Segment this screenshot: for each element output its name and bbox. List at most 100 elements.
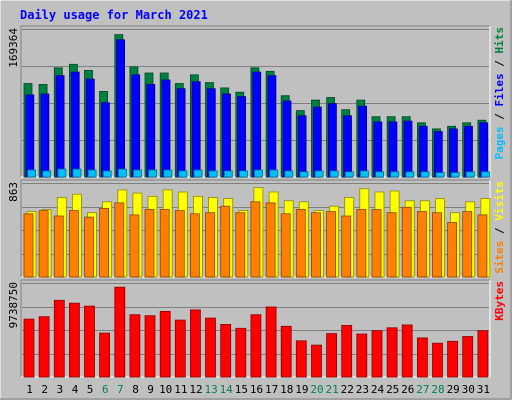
bar-kbytes-day-3 <box>53 299 65 378</box>
bar-kbytes-day-6 <box>99 332 110 378</box>
bar-pages-day-16 <box>254 169 263 178</box>
bar-pages-day-23 <box>359 170 369 178</box>
x-tick-label-day-4: 4 <box>72 383 79 396</box>
bar-kbytes-day-31 <box>477 330 489 378</box>
bar-kbytes-day-25 <box>386 327 398 378</box>
legend-kbytes: KBytes <box>493 281 506 321</box>
bar-kbytes-day-1 <box>23 318 35 378</box>
x-tick-label-day-26: 26 <box>401 383 414 396</box>
bar-sites-day-6 <box>99 207 109 278</box>
bar-kbytes-day-5 <box>84 305 95 378</box>
x-tick-label-day-8: 8 <box>132 383 139 396</box>
x-tick-label-day-27: 27 <box>416 383 429 396</box>
bar-kbytes-day-28 <box>432 342 443 378</box>
x-tick-label-day-16: 16 <box>250 383 263 396</box>
legend-separator: / <box>493 54 506 74</box>
bar-files-day-17 <box>267 75 277 178</box>
bar-kbytes-day-9 <box>144 315 156 378</box>
x-tick-label-day-29: 29 <box>447 383 460 396</box>
bar-files-day-16 <box>252 71 262 178</box>
bar-files-day-28 <box>433 131 443 178</box>
x-tick-label-day-7: 7 <box>117 383 124 396</box>
bar-pages-day-19 <box>299 171 309 178</box>
bar-files-day-20 <box>312 106 322 178</box>
bar-kbytes-day-20 <box>311 344 322 378</box>
bar-files-day-18 <box>282 100 292 178</box>
bar-sites-day-25 <box>386 212 397 278</box>
bar-pages-day-5 <box>87 169 97 178</box>
bar-sites-day-31 <box>477 214 488 278</box>
bar-sites-day-5 <box>84 216 94 278</box>
bar-sites-day-22 <box>341 215 352 278</box>
x-tick-label-day-25: 25 <box>386 383 399 396</box>
panel-kbytes-y-max-label: 9738750 <box>7 282 20 328</box>
bar-kbytes-day-30 <box>462 336 474 378</box>
bar-files-day-3 <box>55 75 65 178</box>
bar-pages-day-20 <box>314 170 324 178</box>
chart-title: Daily usage for March 2021 <box>20 8 208 22</box>
x-tick-label-day-14: 14 <box>220 383 234 396</box>
bar-pages-day-17 <box>269 169 279 178</box>
x-tick-label-day-10: 10 <box>159 383 172 396</box>
bar-pages-day-26 <box>405 171 415 178</box>
bar-files-day-26 <box>403 120 413 178</box>
bar-kbytes-day-13 <box>205 317 216 378</box>
x-tick-label-day-9: 9 <box>147 383 154 396</box>
bar-sites-day-18 <box>280 213 291 278</box>
x-tick-label-day-12: 12 <box>189 383 202 396</box>
panel-requests-legend: Pages / Files / Hits <box>493 27 506 160</box>
bar-files-day-1 <box>25 94 35 178</box>
x-tick-label-day-31: 31 <box>477 383 490 396</box>
x-tick-label-day-13: 13 <box>204 383 217 396</box>
bar-sites-day-13 <box>205 212 215 278</box>
bar-pages-day-9 <box>148 169 158 178</box>
x-tick-label-day-28: 28 <box>431 383 444 396</box>
bar-sites-day-24 <box>371 209 382 278</box>
bar-pages-day-30 <box>465 171 475 178</box>
bar-files-day-4 <box>70 71 80 178</box>
panel-kbytes: 9738750 KBytes <box>7 279 506 378</box>
bar-files-day-9 <box>146 84 156 178</box>
bar-sites-day-1 <box>23 213 34 278</box>
bar-sites-day-29 <box>447 222 458 278</box>
bar-pages-day-15 <box>238 170 248 178</box>
x-tick-label-day-3: 3 <box>56 383 63 396</box>
panel-kbytes-legend: KBytes <box>493 281 506 321</box>
x-tick-label-day-5: 5 <box>87 383 94 396</box>
bar-kbytes-day-29 <box>447 340 459 378</box>
legend-hits: Hits <box>493 27 506 54</box>
bar-sites-day-27 <box>416 211 427 278</box>
x-tick-label-day-11: 11 <box>174 383 187 396</box>
bar-pages-day-14 <box>223 170 233 178</box>
bar-pages-day-31 <box>481 171 490 178</box>
bar-sites-day-12 <box>189 213 200 278</box>
x-tick-label-day-17: 17 <box>265 383 278 396</box>
bar-sites-day-26 <box>401 206 412 278</box>
bar-kbytes-day-19 <box>295 340 307 378</box>
x-tick-label-day-22: 22 <box>341 383 354 396</box>
bar-sites-day-17 <box>265 202 276 278</box>
bar-files-day-30 <box>464 125 473 178</box>
bar-sites-day-21 <box>326 211 337 278</box>
bar-files-day-27 <box>418 125 428 178</box>
bar-pages-day-8 <box>133 169 142 178</box>
bar-files-day-5 <box>85 78 95 178</box>
bar-kbytes-day-10 <box>159 310 171 378</box>
legend-sites: Sites <box>493 241 506 274</box>
bar-sites-day-4 <box>69 210 79 278</box>
bar-files-day-6 <box>101 102 110 178</box>
bar-files-day-11 <box>176 88 186 178</box>
bar-pages-day-4 <box>72 168 82 178</box>
bar-files-day-7 <box>116 39 125 178</box>
bar-pages-day-11 <box>178 170 188 178</box>
bar-files-day-15 <box>237 96 247 178</box>
bar-kbytes-day-12 <box>189 309 201 378</box>
bar-pages-day-24 <box>375 171 385 178</box>
bar-files-day-22 <box>343 115 352 178</box>
bar-files-day-25 <box>388 121 398 178</box>
bar-pages-day-6 <box>102 170 112 178</box>
bar-sites-day-30 <box>462 211 473 278</box>
bar-sites-day-20 <box>311 212 321 278</box>
bar-pages-day-22 <box>344 171 354 178</box>
